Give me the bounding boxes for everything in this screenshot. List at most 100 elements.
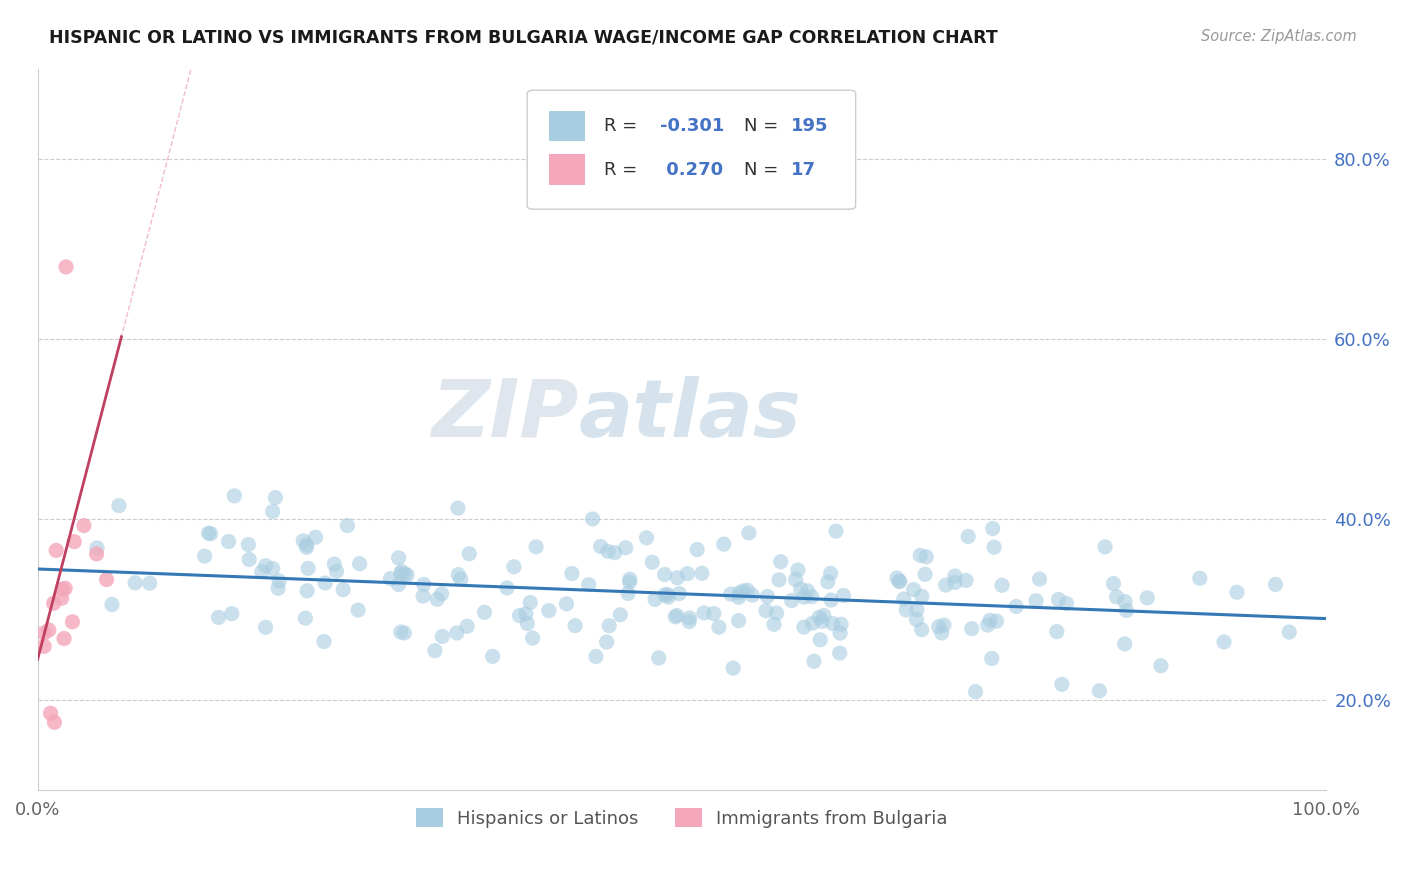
Point (423, 643, 446, 657)
Point (665, 608, 688, 623)
Point (450, 572, 472, 586)
Point (32, 640, 55, 654)
Point (304, 530, 326, 544)
Point (755, 604, 778, 618)
Point (727, 614, 749, 628)
Point (1025, 593, 1047, 607)
Point (254, 558, 277, 573)
Point (86, 541, 108, 555)
Point (1102, 576, 1125, 591)
Point (38, 623, 60, 637)
Point (380, 572, 402, 586)
Point (264, 491, 287, 505)
Point (1213, 635, 1236, 649)
Point (254, 620, 277, 634)
Point (269, 574, 291, 588)
Point (524, 540, 547, 554)
Point (928, 620, 950, 634)
Point (124, 575, 146, 590)
Point (830, 617, 852, 632)
Point (447, 501, 470, 516)
Point (598, 618, 620, 632)
Point (914, 567, 936, 582)
Point (347, 603, 370, 617)
Point (678, 615, 700, 629)
Point (983, 540, 1005, 554)
Point (221, 607, 243, 621)
Point (389, 566, 412, 581)
Point (589, 540, 612, 554)
Point (1114, 594, 1136, 608)
Point (1278, 625, 1301, 640)
Point (609, 607, 631, 622)
Point (641, 555, 664, 569)
Point (793, 590, 815, 604)
Point (51, 591, 73, 606)
Point (887, 574, 910, 589)
Point (596, 544, 619, 558)
Point (447, 567, 470, 582)
Point (387, 577, 409, 591)
Point (801, 616, 824, 631)
Point (808, 632, 831, 647)
Point (1005, 599, 1028, 614)
Text: 195: 195 (792, 117, 828, 136)
Point (101, 598, 124, 612)
Text: N =: N = (744, 161, 783, 178)
Point (713, 537, 735, 551)
Point (617, 586, 640, 600)
Point (721, 661, 744, 675)
Point (39, 706, 62, 721)
Point (262, 561, 284, 575)
Point (693, 606, 716, 620)
Point (1047, 592, 1070, 607)
Point (903, 582, 925, 597)
Point (555, 597, 578, 611)
Point (654, 567, 676, 582)
Point (1188, 571, 1211, 585)
Point (578, 577, 600, 591)
Point (508, 608, 530, 623)
Point (728, 585, 751, 599)
Point (1094, 540, 1116, 554)
Point (391, 565, 413, 579)
Point (42, 596, 65, 610)
Point (396, 568, 419, 582)
Point (931, 626, 953, 640)
Point (733, 583, 755, 598)
Point (820, 593, 842, 607)
Point (911, 590, 934, 604)
Point (197, 526, 219, 541)
Point (53, 632, 76, 646)
Point (666, 571, 689, 585)
Point (986, 614, 1008, 628)
Point (595, 635, 617, 649)
Point (793, 620, 815, 634)
Point (292, 533, 315, 548)
Point (394, 566, 416, 581)
Point (336, 518, 359, 533)
Point (825, 524, 848, 538)
Point (893, 591, 915, 606)
Point (679, 611, 702, 625)
Point (200, 526, 222, 541)
Point (138, 576, 160, 591)
Point (325, 564, 347, 578)
Point (803, 654, 825, 668)
Point (108, 499, 131, 513)
Point (905, 613, 928, 627)
Point (828, 646, 851, 660)
Point (980, 651, 1002, 665)
Point (53, 582, 76, 596)
Point (796, 583, 818, 598)
Point (1114, 637, 1136, 651)
Point (664, 609, 686, 624)
Point (537, 604, 560, 618)
Point (294, 611, 316, 625)
Point (636, 531, 658, 545)
Text: 17: 17 (792, 161, 817, 178)
Point (808, 610, 831, 624)
Point (648, 651, 671, 665)
Point (522, 631, 544, 645)
Point (943, 569, 966, 583)
